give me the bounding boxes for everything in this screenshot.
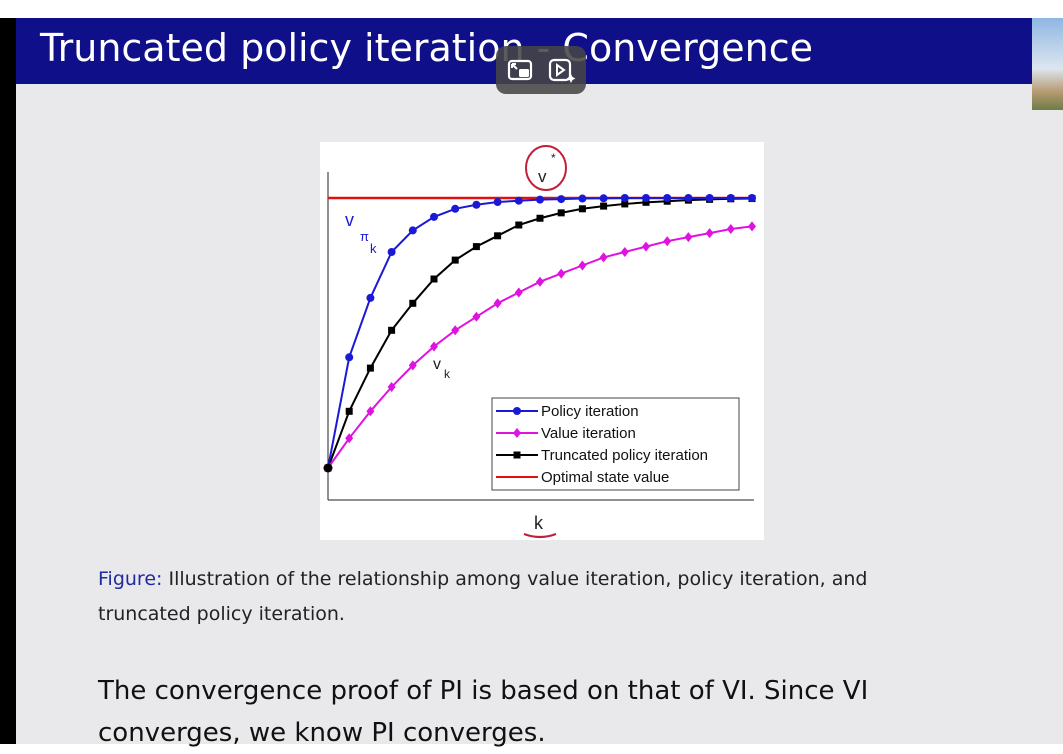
truncated-policy-iteration-point <box>621 200 629 208</box>
vk-label: v <box>433 356 441 373</box>
convergence-figure: v * v π k v k k Policy iteration Value iteration… <box>320 142 764 540</box>
presenter-video-thumbnail[interactable] <box>1032 18 1063 110</box>
value-iteration-point <box>451 325 460 336</box>
policy-iteration-point <box>684 194 693 202</box>
policy-iteration-point <box>451 204 460 213</box>
policy-iteration-point <box>748 194 756 202</box>
value-iteration-point <box>599 252 608 263</box>
policy-iteration-point <box>599 194 608 203</box>
value-iteration-point <box>366 406 375 417</box>
truncated-policy-iteration-point <box>451 256 459 264</box>
policy-iteration-point <box>408 226 417 235</box>
slide-background-right <box>1032 110 1063 744</box>
video-overlay-controls <box>496 46 586 94</box>
truncated-policy-iteration-point <box>366 364 374 372</box>
truncated-policy-iteration-point <box>409 299 417 307</box>
policy-iteration-point <box>430 212 438 221</box>
caption-label: Figure: <box>98 568 163 590</box>
value-iteration-point <box>345 433 354 444</box>
legend-label-policy-iteration: Policy iteration <box>541 403 639 420</box>
value-iteration-point <box>557 268 566 279</box>
value-iteration-point <box>642 241 650 252</box>
caption-text: Illustration of the relationship among v… <box>98 568 868 625</box>
policy-iteration-point <box>578 194 587 203</box>
vstar-superscript: * <box>551 151 556 165</box>
policy-iteration-point <box>387 248 396 256</box>
figure-caption: Figure: Illustration of the relationship… <box>98 562 958 632</box>
origin-point <box>323 463 333 473</box>
value-iteration-point <box>430 341 438 352</box>
video-ai-icon[interactable] <box>546 54 578 86</box>
value-iteration-point <box>387 382 396 392</box>
legend-marker-value-iteration <box>513 428 521 438</box>
value-iteration-point <box>620 247 629 257</box>
k-underline <box>523 532 557 539</box>
vstar-highlight-circle <box>525 145 567 191</box>
truncated-policy-iteration-point <box>494 232 502 240</box>
left-black-bar <box>0 18 16 744</box>
policy-iteration-point <box>536 195 544 204</box>
truncated-policy-iteration-point <box>557 209 565 217</box>
vstar-label: v <box>538 167 547 186</box>
value-iteration-point <box>684 232 693 243</box>
value-iteration-point <box>726 224 735 235</box>
policy-iteration-point <box>345 353 354 362</box>
value-iteration-point <box>536 276 544 287</box>
truncated-policy-iteration-point <box>345 407 353 415</box>
value-iteration-point <box>408 360 417 371</box>
value-iteration-point <box>663 236 672 247</box>
value-iteration-point <box>748 221 756 232</box>
legend-label-value-iteration: Value iteration <box>541 425 636 442</box>
policy-iteration-point <box>557 195 566 204</box>
vpik-sub-pi: π <box>360 229 369 244</box>
top-strip <box>0 0 1063 18</box>
picture-in-picture-icon[interactable] <box>504 54 536 86</box>
truncated-policy-iteration-point <box>430 275 438 283</box>
value-iteration-point <box>514 287 523 298</box>
truncated-policy-iteration-point <box>578 205 586 213</box>
policy-iteration-point <box>620 194 629 202</box>
value-iteration-point <box>705 228 714 239</box>
legend-marker-policy-iteration <box>513 407 521 415</box>
legend-box <box>491 397 740 491</box>
legend-label-optimal-state-value: Optimal state value <box>541 469 669 486</box>
truncated-policy-iteration-point <box>600 202 608 210</box>
policy-iteration-point <box>366 293 375 302</box>
truncated-policy-iteration-point <box>515 221 523 229</box>
value-iteration-point <box>493 298 502 309</box>
truncated-policy-iteration-point <box>472 243 480 251</box>
slide-body-text: The convergence proof of PI is based on … <box>98 676 869 748</box>
vk-sub: k <box>444 367 451 381</box>
policy-iteration-point <box>642 194 650 202</box>
value-iteration-point <box>472 311 481 322</box>
policy-iteration-point <box>663 194 672 202</box>
policy-iteration-point <box>472 200 481 209</box>
policy-iteration-point <box>726 194 735 202</box>
policy-iteration-point <box>705 194 714 202</box>
value-iteration-point <box>578 260 587 271</box>
truncated-policy-iteration-point <box>642 198 650 206</box>
policy-iteration-point <box>514 196 523 205</box>
legend-marker-truncated-policy-iteration <box>513 451 521 459</box>
truncated-policy-iteration-point <box>536 214 544 222</box>
truncated-policy-iteration-point <box>388 326 396 334</box>
vpik-label: v <box>345 210 354 230</box>
slide-title: Truncated policy iteration - Convergence <box>40 26 813 70</box>
policy-iteration-point <box>493 198 502 207</box>
vpik-sub-k: k <box>370 241 377 256</box>
x-axis-label: k <box>534 513 544 533</box>
legend-label-truncated-policy-iteration: Truncated policy iteration <box>541 447 708 464</box>
